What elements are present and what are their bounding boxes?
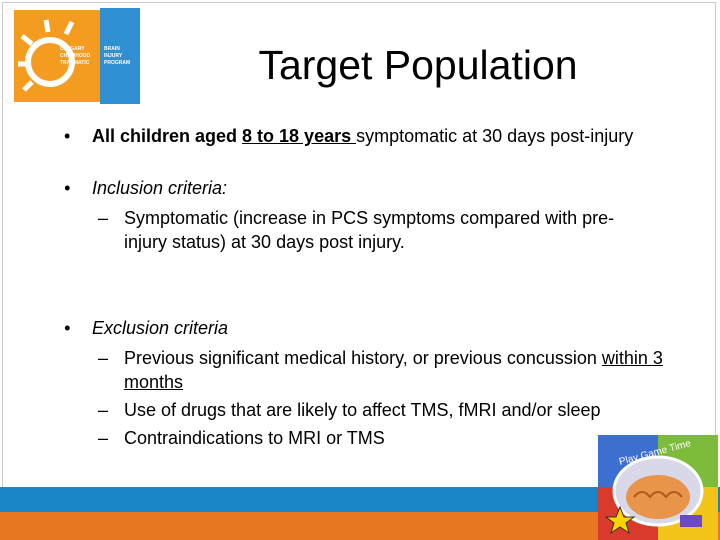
logo-text: INJURY <box>104 53 123 59</box>
logo-text: PROGRAM <box>104 60 130 66</box>
bullet: Inclusion criteria: <box>64 177 227 201</box>
logo-text: BRAIN <box>104 46 120 52</box>
bullet: All children aged 8 to 18 years symptoma… <box>64 125 652 149</box>
sub-bullet: Contraindications to MRI or TMS <box>98 426 644 450</box>
logo-blue <box>100 8 140 104</box>
logo-rays <box>18 19 75 92</box>
sub-bullet: Symptomatic (increase in PCS symptoms co… <box>98 206 644 254</box>
underlined-text: within 3 months <box>124 348 663 392</box>
text: symptomatic at 30 days post-injury <box>356 126 634 146</box>
logo-text: CHILDHOOD <box>60 53 91 59</box>
slide-title: Target Population <box>258 42 578 88</box>
bullet: Exclusion criteria <box>64 317 228 341</box>
bold-text: All children aged <box>92 126 243 146</box>
logo-text: CALGARY <box>60 46 85 52</box>
game-badge: Play Game Time <box>598 435 718 540</box>
text: Previous significant medical history, or… <box>124 348 602 368</box>
logo-text: TRAUMATIC <box>60 60 90 66</box>
logo: CALGARY CHILDHOOD TRAUMATIC BRAIN INJURY… <box>14 8 140 104</box>
sub-bullet: Use of drugs that are likely to affect T… <box>98 398 684 422</box>
sub-bullet: Previous significant medical history, or… <box>98 346 664 394</box>
underlined-text: 8 to 18 years <box>242 126 357 146</box>
